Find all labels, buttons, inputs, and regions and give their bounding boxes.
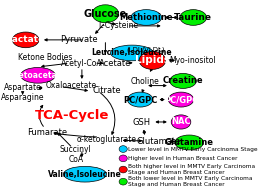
- Text: Aspartate: Aspartate: [4, 83, 42, 92]
- Text: Both higher level in MMTV Early Carcinoma
Stage and Human Breast Cancer: Both higher level in MMTV Early Carcinom…: [128, 164, 256, 175]
- Text: Acetyl-CoA: Acetyl-CoA: [61, 59, 103, 68]
- Text: Oxaloacetate: Oxaloacetate: [46, 81, 97, 90]
- Ellipse shape: [171, 115, 191, 129]
- Text: Leucine,Isoleucine: Leucine,Isoleucine: [92, 48, 172, 57]
- Ellipse shape: [180, 10, 206, 25]
- Text: Glucose: Glucose: [84, 9, 127, 19]
- Text: α-ketoglutarate: α-ketoglutarate: [76, 135, 136, 144]
- Ellipse shape: [63, 166, 106, 182]
- Text: (LDL/VLDL): (LDL/VLDL): [126, 47, 165, 53]
- Text: Glutamate: Glutamate: [136, 137, 181, 146]
- Text: PC/GPC: PC/GPC: [123, 95, 157, 104]
- Ellipse shape: [175, 135, 204, 150]
- Text: Citrate: Citrate: [92, 86, 121, 95]
- Ellipse shape: [110, 45, 153, 61]
- Text: Ketone Bodies: Ketone Bodies: [18, 53, 72, 62]
- Text: Succinyl
CoA: Succinyl CoA: [60, 145, 92, 164]
- Text: L-Cysteine: L-Cysteine: [99, 21, 139, 30]
- Text: Lactate: Lactate: [6, 35, 45, 44]
- Ellipse shape: [12, 32, 39, 48]
- Ellipse shape: [119, 178, 127, 185]
- Ellipse shape: [170, 74, 196, 88]
- Text: NAC: NAC: [171, 118, 191, 126]
- Ellipse shape: [21, 67, 55, 83]
- Text: PC/GPC: PC/GPC: [164, 95, 198, 104]
- Text: Lower level in MMTV Early Carcinoma Stage: Lower level in MMTV Early Carcinoma Stag…: [128, 146, 258, 152]
- Ellipse shape: [119, 146, 127, 152]
- Ellipse shape: [119, 155, 127, 162]
- Text: Acetoacetate: Acetoacetate: [9, 71, 67, 80]
- Text: Both lower level in MMTV Early Carcinoma
Stage and Human Breast Cancer: Both lower level in MMTV Early Carcinoma…: [128, 176, 253, 187]
- Ellipse shape: [92, 5, 119, 23]
- Text: Acetate: Acetate: [99, 59, 132, 68]
- Text: Lipids: Lipids: [135, 55, 170, 65]
- Ellipse shape: [139, 51, 166, 69]
- Text: Higher level in Human Breast Cancer: Higher level in Human Breast Cancer: [128, 156, 238, 161]
- Ellipse shape: [127, 92, 153, 107]
- Text: Choline: Choline: [131, 77, 160, 86]
- Text: Valine,Isoleucine: Valine,Isoleucine: [48, 170, 122, 179]
- Text: Myo-inositol: Myo-inositol: [169, 56, 216, 65]
- Text: Glutamine: Glutamine: [165, 138, 214, 147]
- Text: Taurine: Taurine: [174, 13, 212, 22]
- Ellipse shape: [168, 92, 194, 107]
- Ellipse shape: [119, 166, 127, 173]
- Ellipse shape: [131, 10, 162, 25]
- Text: Asparagine: Asparagine: [1, 93, 44, 102]
- Text: GSH: GSH: [132, 118, 150, 127]
- Text: Fumarate: Fumarate: [27, 128, 67, 137]
- Text: Methionine: Methionine: [119, 13, 173, 22]
- Text: Pyruvate: Pyruvate: [60, 35, 98, 44]
- Text: Creatine: Creatine: [163, 76, 203, 85]
- Text: TCA-Cycle: TCA-Cycle: [35, 109, 109, 122]
